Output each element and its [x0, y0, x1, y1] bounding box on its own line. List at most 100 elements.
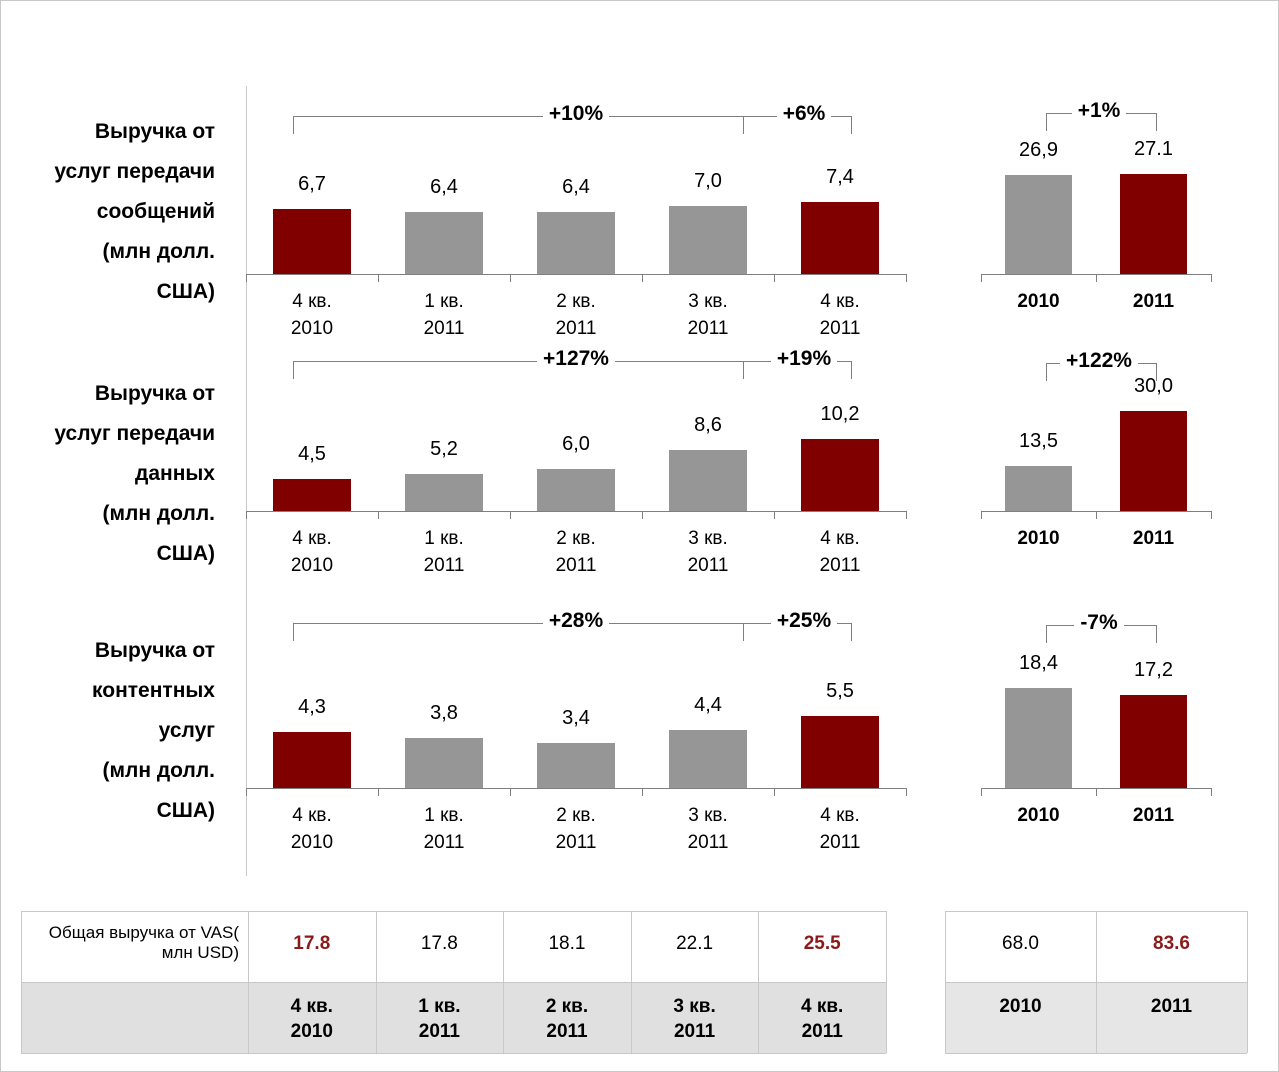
table-border: [1247, 911, 1248, 1053]
value-label: 13,5: [1019, 430, 1058, 452]
category-label: 2010: [1017, 528, 1060, 549]
category-label: 4 кв. 2010: [290, 805, 334, 853]
table-header: 1 кв. 2011: [418, 996, 461, 1042]
axis-tick: [642, 788, 643, 796]
bar: [1005, 466, 1072, 511]
row-label: США): [156, 280, 215, 303]
bracket-line: [293, 361, 743, 362]
axis-tick: [1211, 511, 1212, 519]
value-label: 5,2: [430, 438, 458, 461]
table-border: [21, 1053, 886, 1054]
bracket-end: [743, 623, 744, 641]
bar: [405, 474, 483, 511]
axis-tick: [906, 274, 907, 282]
value-label: 4,5: [298, 443, 326, 466]
bracket-line: [293, 623, 743, 624]
bar: [801, 202, 879, 274]
axis-tick: [246, 788, 247, 796]
bracket-end: [743, 116, 744, 134]
axis-tick: [1211, 274, 1212, 282]
axis-tick: [1096, 788, 1097, 796]
table-value: 83.6: [1153, 933, 1190, 954]
axis-tick: [981, 274, 982, 282]
category-label: 2 кв. 2011: [555, 291, 597, 339]
axis-tick: [378, 788, 379, 796]
table-value: 22.1: [676, 933, 714, 954]
value-label: 10,2: [820, 403, 860, 425]
category-label: 2011: [1132, 805, 1175, 826]
axis-tick: [1096, 511, 1097, 519]
growth-label: +6%: [759, 102, 849, 126]
growth-label: +28%: [531, 609, 621, 633]
bar: [1120, 174, 1187, 274]
bar: [405, 738, 483, 788]
bracket-end: [851, 116, 852, 134]
bar: [669, 450, 747, 511]
row-label: услуг: [158, 719, 215, 742]
axis-tick: [1211, 788, 1212, 796]
table-border: [503, 911, 505, 1053]
table-header: 2 кв. 2011: [545, 996, 589, 1042]
table-border: [21, 911, 886, 912]
bracket-end: [1046, 363, 1047, 381]
axis-tick: [774, 511, 775, 519]
bracket-end: [293, 361, 294, 379]
bar: [1120, 694, 1187, 788]
table-header: 4 кв. 2011: [801, 996, 844, 1042]
table-border: [945, 911, 946, 1053]
growth-label: +122%: [1054, 349, 1144, 373]
category-label: 3 кв. 2011: [687, 528, 729, 576]
bracket-end: [851, 623, 852, 641]
axis-line: [246, 511, 906, 512]
table-value: 68.0: [1002, 933, 1039, 954]
bracket-end: [743, 361, 744, 379]
table-border: [630, 911, 632, 1053]
value-label: 7,4: [826, 166, 854, 188]
axis-tick: [642, 511, 643, 519]
axis-tick: [906, 788, 907, 796]
row-label: данных: [135, 462, 215, 485]
value-label: 4,4: [694, 694, 722, 717]
row-label: Выручка от: [94, 120, 215, 143]
axis-tick: [774, 274, 775, 282]
value-label: 6,4: [430, 175, 458, 198]
row-label: США): [156, 799, 215, 822]
axis-tick: [510, 511, 511, 519]
bar: [537, 211, 615, 274]
bracket-line: [293, 116, 743, 117]
value-label: 6,4: [562, 175, 590, 198]
row-label: услуг передачи: [54, 160, 215, 183]
bar: [405, 211, 483, 274]
axis-tick: [981, 511, 982, 519]
category-label: 1 кв. 2011: [423, 805, 465, 853]
axis-tick: [378, 511, 379, 519]
axis-tick: [510, 788, 511, 796]
growth-label: +25%: [759, 609, 849, 633]
value-label: 6,0: [562, 432, 590, 455]
axis-tick: [774, 788, 775, 796]
axis-tick: [906, 511, 907, 519]
category-label: 2 кв. 2011: [555, 528, 597, 576]
table-header: 3 кв. 2011: [673, 996, 716, 1042]
bar: [1005, 174, 1072, 274]
bar: [273, 479, 351, 511]
bar: [273, 731, 351, 788]
bar: [801, 439, 879, 511]
bracket-end: [1046, 113, 1047, 131]
table-border: [248, 911, 249, 1053]
bracket-end: [851, 361, 852, 379]
bracket-end: [293, 116, 294, 134]
category-label: 2011: [1132, 528, 1175, 549]
bar: [1005, 688, 1072, 788]
value-label: 26,9: [1019, 138, 1058, 161]
table-header: 4 кв. 2010: [290, 996, 333, 1042]
growth-label: +19%: [759, 347, 849, 371]
table-border: [886, 911, 887, 1053]
category-label: 1 кв. 2011: [423, 528, 465, 576]
growth-label: +10%: [531, 102, 621, 126]
axis-tick: [981, 788, 982, 796]
category-label: 2011: [1132, 291, 1175, 312]
axis-tick: [378, 274, 379, 282]
category-label: 2 кв. 2011: [555, 805, 597, 853]
row-label: Выручка от: [94, 382, 215, 405]
